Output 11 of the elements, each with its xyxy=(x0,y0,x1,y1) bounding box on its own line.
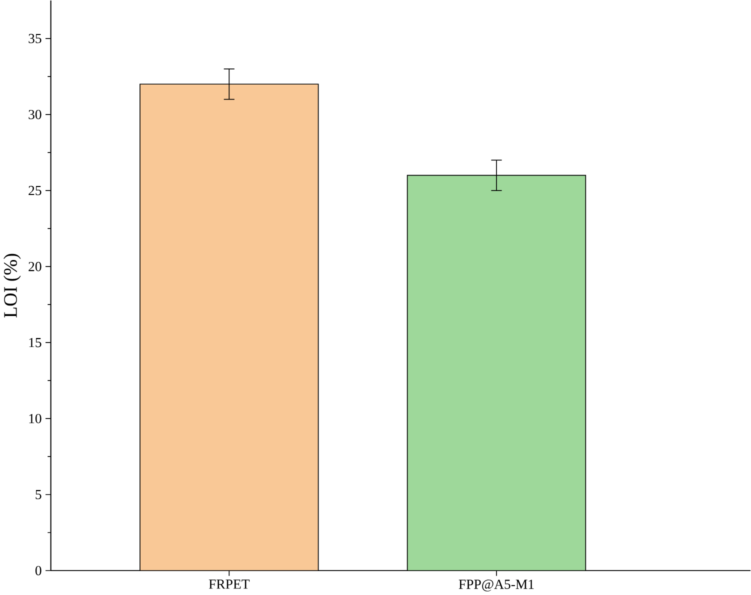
y-tick-label: 10 xyxy=(29,414,42,424)
y-tick-label: 5 xyxy=(36,490,42,500)
y-axis-title: LOI (%) xyxy=(4,254,21,318)
y-tick-label: 0 xyxy=(35,566,42,576)
y-tick-label: 20 xyxy=(28,262,42,272)
y-tick-label: 25 xyxy=(28,186,42,196)
x-tick-label: FPP@A5-M1 xyxy=(458,580,534,592)
y-tick-label: 15 xyxy=(29,338,42,348)
x-tick-label: FRPET xyxy=(208,580,250,589)
y-tick-label: 35 xyxy=(28,34,42,44)
y-tick-label: 30 xyxy=(28,110,42,120)
